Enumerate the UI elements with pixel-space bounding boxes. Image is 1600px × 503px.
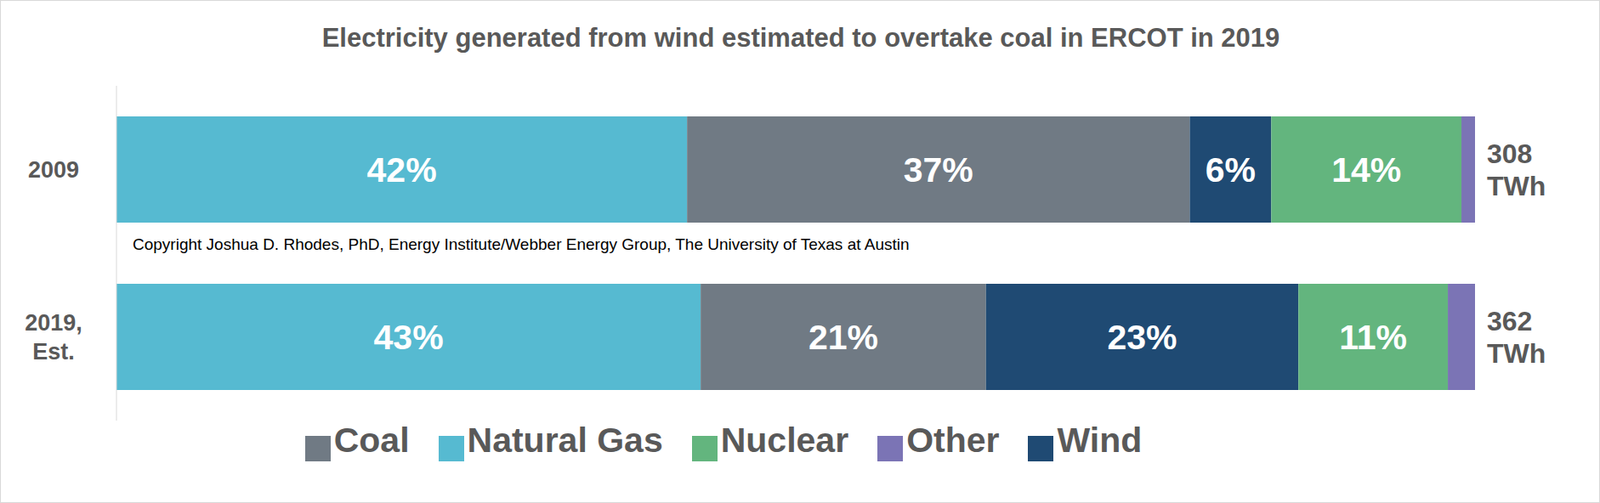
- html-text:Electricity generated from win: Electricity generated from wind estimate…: [321, 22, 1280, 53]
- svg-text:11%: 11%: [1339, 317, 1408, 358]
- svg-text:43%: 43%: [374, 317, 444, 358]
- svg-text:362TWh: 362TWh: [1486, 306, 1546, 369]
- svg-text:14%: 14%: [1331, 150, 1402, 190]
- html-text:Nuclear: Nuclear: [720, 420, 849, 460]
- html-text:Copyright Joshua D. Rhodes, Ph: Copyright Joshua D. Rhodes, PhD, Energy …: [132, 235, 910, 254]
- html-text:Coal: Coal: [333, 420, 410, 460]
- svg-text:2019,Est.: 2019,Est.: [24, 310, 83, 365]
- html-text:Wind: Wind: [1057, 420, 1143, 460]
- svg-text:21%: 21%: [808, 317, 879, 358]
- svg-text:308TWh: 308TWh: [1486, 138, 1546, 202]
- html-text:Natural Gas: Natural Gas: [467, 420, 663, 460]
- svg-text:37%: 37%: [903, 150, 974, 190]
- svg-text:23%: 23%: [1106, 317, 1177, 358]
- svg-text:6%: 6%: [1205, 150, 1256, 190]
- svg-text:2009: 2009: [28, 157, 80, 183]
- html-text:Other: Other: [906, 420, 1000, 460]
- svg-text:42%: 42%: [367, 150, 437, 190]
